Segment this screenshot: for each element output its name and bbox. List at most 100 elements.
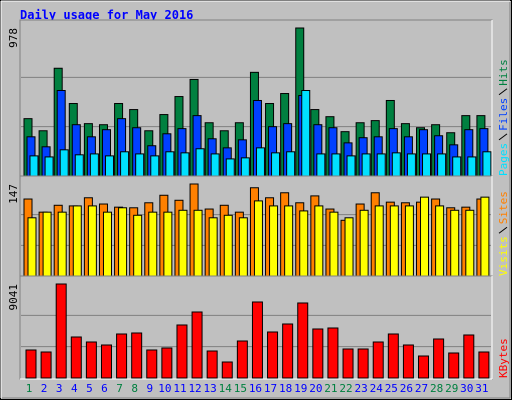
x-tick-label: 23 [355, 382, 368, 395]
bar [131, 332, 143, 379]
bar [299, 210, 309, 277]
bar [148, 211, 158, 277]
x-tick-label: 6 [101, 382, 108, 395]
x-tick-label: 16 [249, 382, 262, 395]
bar [135, 153, 145, 177]
legend-entry: Sites [497, 191, 510, 224]
bar [59, 149, 69, 177]
legend-entry: Pages [497, 143, 510, 176]
x-tick-label: 15 [234, 382, 247, 395]
bar [404, 205, 414, 277]
bar [301, 89, 311, 177]
bar [357, 348, 369, 379]
bar [208, 217, 218, 277]
x-tick-label: 7 [116, 382, 123, 395]
x-tick-label: 2 [41, 382, 48, 395]
bar [100, 344, 112, 379]
bar [282, 323, 294, 379]
bar [316, 153, 326, 177]
bar [55, 283, 67, 379]
legend-separator [498, 133, 508, 141]
legend-entry: KBytes [497, 338, 510, 378]
bar [133, 214, 143, 277]
legend-separator [498, 88, 508, 96]
x-tick-label: 5 [86, 382, 93, 395]
bar [297, 302, 309, 379]
bar [146, 349, 158, 379]
bar [165, 151, 175, 177]
bar [418, 355, 430, 379]
x-tick-label: 29 [445, 382, 458, 395]
bar [420, 196, 430, 277]
bar [57, 211, 67, 277]
x-tick-label: 10 [158, 382, 171, 395]
x-tick-label: 24 [370, 382, 384, 395]
bar [176, 324, 188, 379]
bar [102, 211, 112, 277]
legend-entry: Hits [497, 59, 510, 86]
bar [27, 217, 37, 277]
x-tick-label: 21 [324, 382, 337, 395]
bar [482, 151, 492, 177]
bar [437, 153, 447, 177]
bar [210, 153, 220, 177]
bar [448, 352, 460, 379]
x-tick-label: 14 [219, 382, 233, 395]
bar [376, 153, 386, 177]
bar [406, 153, 416, 177]
bar [253, 200, 263, 277]
legend-separator [498, 226, 508, 234]
x-tick-label: 31 [475, 382, 488, 395]
bar [223, 214, 233, 277]
bar [116, 333, 128, 379]
bar [478, 351, 490, 379]
bar [327, 327, 339, 379]
bar [467, 156, 477, 177]
bar [346, 155, 356, 177]
x-tick-label: 19 [294, 382, 307, 395]
x-tick-label: 4 [71, 382, 78, 395]
x-tick-label: 11 [173, 382, 186, 395]
bar [236, 340, 248, 379]
x-tick-label: 17 [264, 382, 277, 395]
bar [25, 349, 37, 379]
x-tick-label: 1 [26, 382, 33, 395]
x-tick-label: 27 [415, 382, 428, 395]
bar [402, 344, 414, 379]
bar [150, 155, 160, 177]
x-tick-label: 8 [131, 382, 138, 395]
bar [463, 334, 475, 379]
bar [87, 205, 97, 277]
bar [372, 341, 384, 379]
bar [40, 351, 52, 379]
bar [240, 157, 250, 177]
x-tick-label: 22 [339, 382, 352, 395]
legend-entry: Visits [497, 236, 510, 276]
bar [72, 205, 82, 277]
bar [251, 301, 263, 379]
bar [161, 347, 173, 379]
bar [191, 311, 203, 379]
bar [180, 152, 190, 177]
bar [387, 333, 399, 379]
bar [331, 153, 341, 177]
bar [391, 152, 401, 177]
bar [389, 205, 399, 277]
bar [314, 205, 324, 277]
y-tick-label: 9041 [7, 284, 20, 311]
bar [225, 158, 235, 177]
x-tick-label: 9 [146, 382, 153, 395]
bar [42, 211, 52, 277]
bar [104, 155, 114, 177]
bar [238, 217, 248, 277]
bar [221, 361, 233, 379]
bar [374, 205, 384, 277]
x-tick-label: 28 [430, 382, 443, 395]
bar [433, 338, 445, 379]
bar [344, 217, 354, 277]
bar [422, 153, 432, 177]
x-tick-label: 13 [204, 382, 217, 395]
bar [286, 151, 296, 177]
